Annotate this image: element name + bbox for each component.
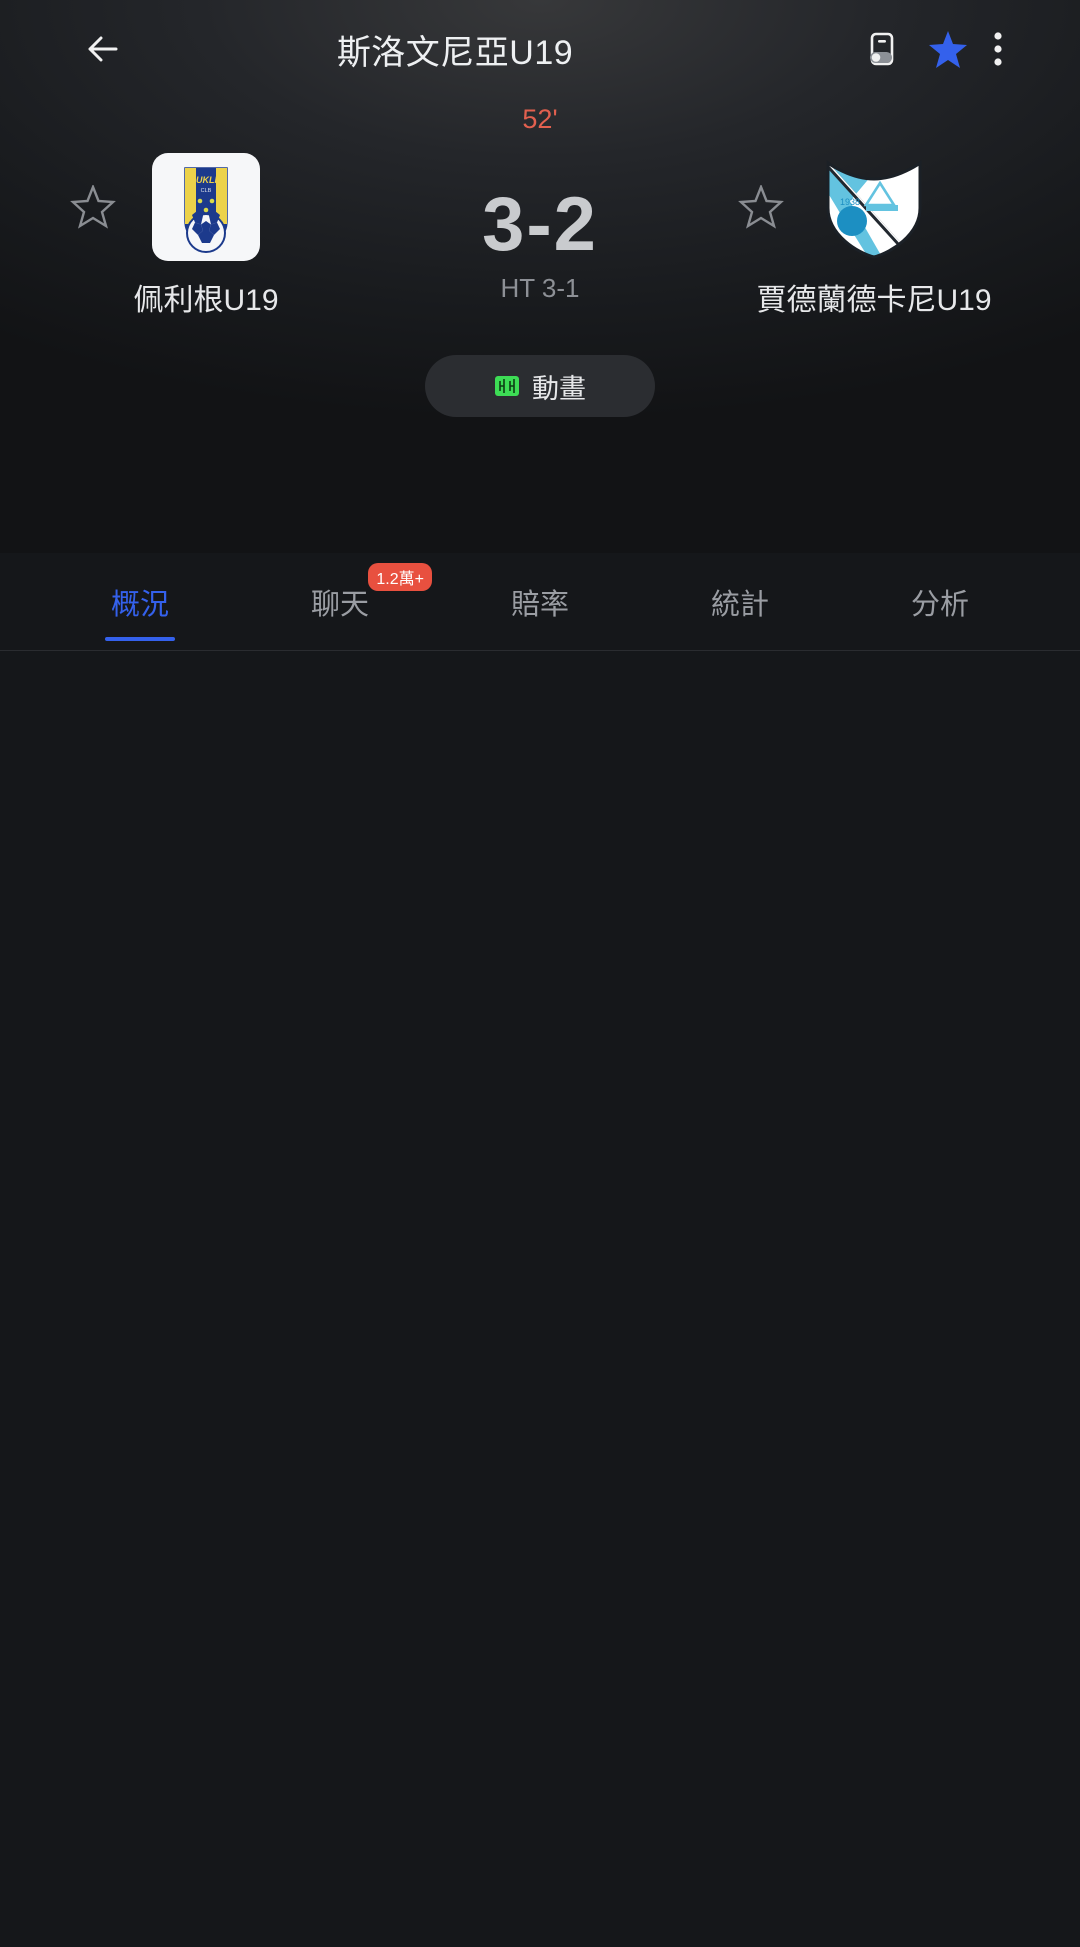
svg-text:PUKLM: PUKLM (190, 175, 222, 185)
svg-text:CLB: CLB (201, 188, 212, 194)
svg-text:1938: 1938 (840, 197, 860, 207)
